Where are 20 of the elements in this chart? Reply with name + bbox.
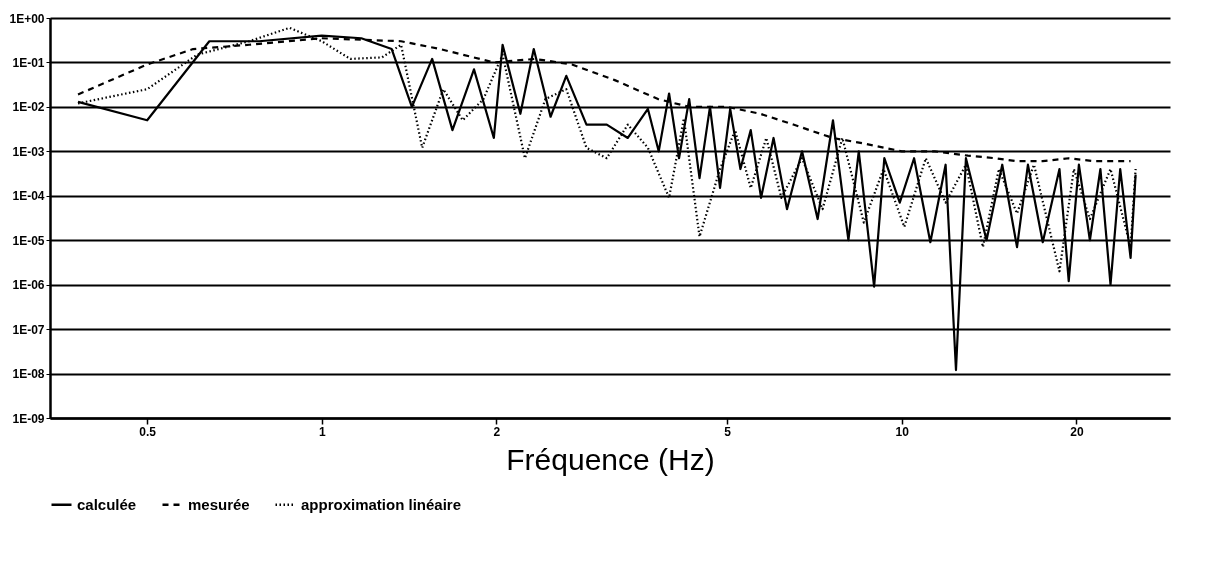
y-tick-label: 1E-09 [12,411,45,426]
x-tick-label: 5 [724,424,732,439]
y-tick-label: 1E-03 [12,144,45,159]
x-tick-label: 1 [318,424,326,439]
legend-label: mesurée [188,495,250,513]
x-tick-label: 20 [1070,424,1084,439]
y-tick-label: 1E-01 [12,55,45,70]
y-tick-label: 1E-07 [12,322,45,337]
y-tick-label: 1E-02 [12,100,45,115]
legend-label: calculée [77,495,137,513]
x-tick-label: 2 [493,424,501,439]
y-tick-label: 1E-04 [12,189,45,204]
legend-label: approximation linéaire [301,495,462,513]
y-tick-label: 1E+00 [9,11,45,26]
x-tick-label: 10 [895,424,910,439]
x-axis-title: Fréquence (Hz) [506,442,715,476]
y-tick-label: 1E-05 [12,233,45,248]
x-tick-label: 0.5 [139,424,157,439]
y-tick-label: 1E-08 [12,367,45,382]
y-tick-label: 1E-06 [12,278,45,293]
